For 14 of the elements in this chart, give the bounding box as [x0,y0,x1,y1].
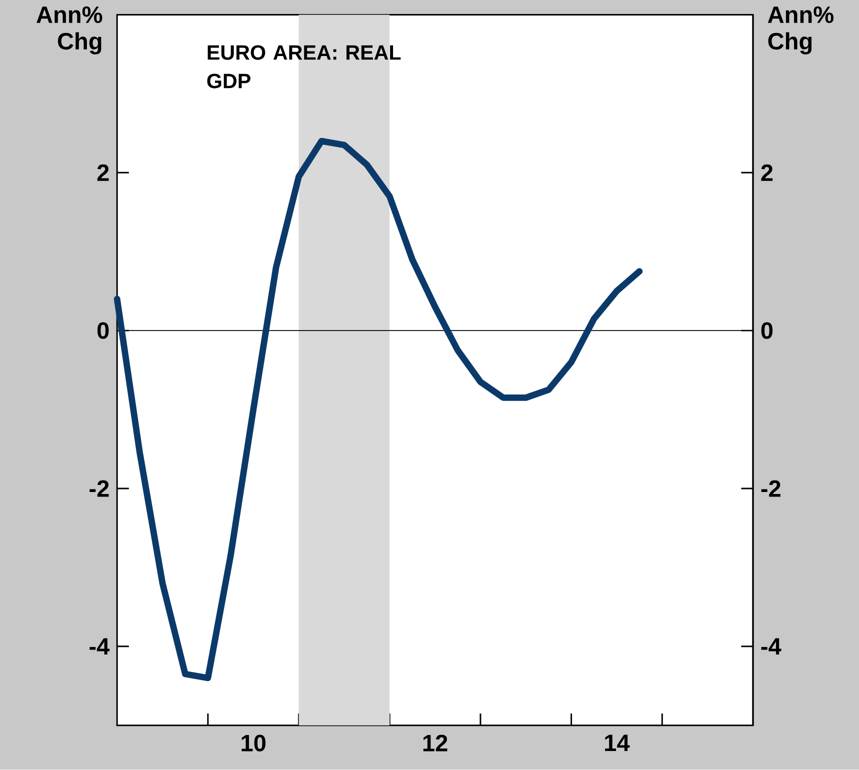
text: EURO AREA: REAL GDP [207,45,401,89]
y2-tick-label: 0 [761,322,773,340]
y-tick-label: -4 [90,638,110,655]
y2-tick-label: -4 [761,638,782,655]
x-tick-label: 10 [242,734,266,752]
y-tick-label: -2 [90,480,109,497]
y2-tick-label: 2 [761,164,773,182]
y-tick-label: 0 [97,322,109,340]
y2-axis-title: Ann% Chg [768,6,834,55]
y2-tick-label: -2 [761,480,780,497]
x-tick-label: 12 [423,734,448,752]
x-tick-label: 14 [605,734,630,752]
y-axis-title: Ann% Chg [36,6,102,55]
y-tick-label: 2 [97,164,109,182]
